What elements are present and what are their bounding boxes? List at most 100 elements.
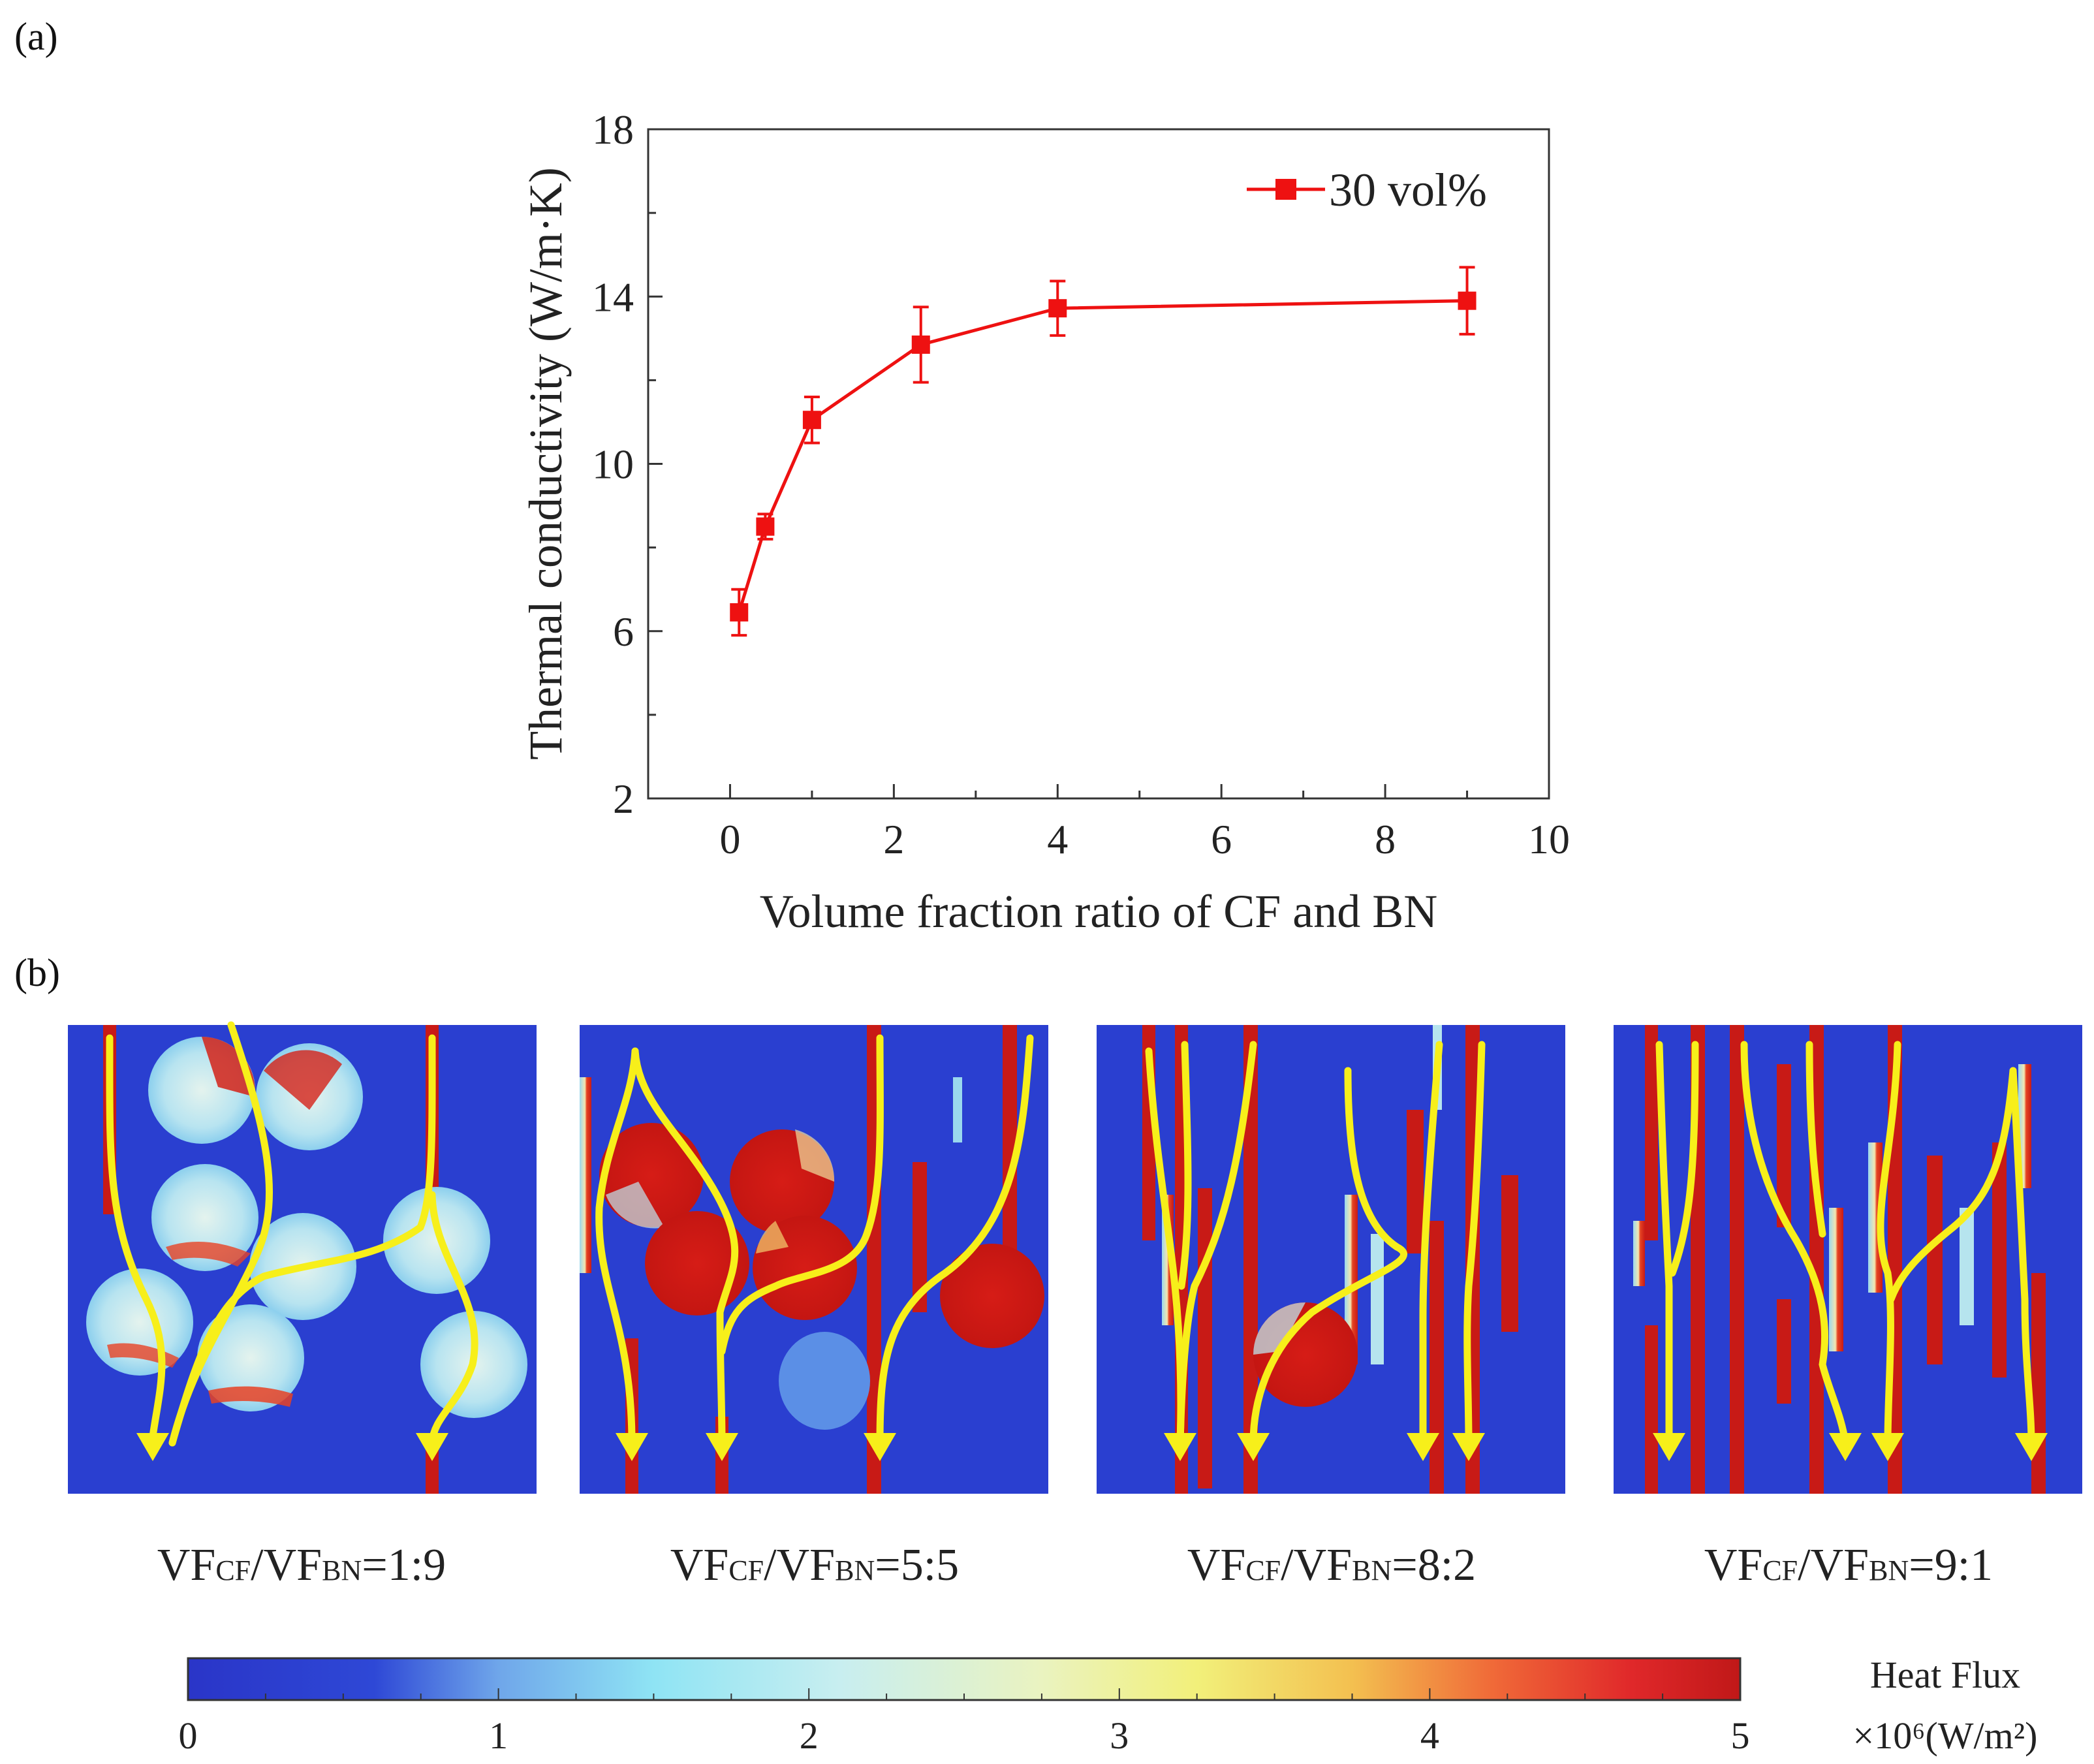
heat-flow-arrow <box>1887 1067 2017 1303</box>
cf-strip <box>1003 1025 1017 1253</box>
warm-region <box>208 1386 293 1407</box>
heat-flux-colorbar: 0 1 2 3 4 5 Heat Flux ×10⁶(W/m²) <box>179 1654 2038 1757</box>
caption-1-9: VFCF/VFBN=1:9 <box>157 1540 446 1590</box>
colorbar-tick-label: 5 <box>1731 1714 1750 1757</box>
x-tick-label: 4 <box>1047 816 1068 862</box>
heat-flow-arrow <box>1178 1041 1192 1290</box>
arrowhead <box>1829 1433 1862 1461</box>
arrowhead <box>1653 1433 1685 1461</box>
cf-strip <box>913 1162 927 1312</box>
x-tick-label: 10 <box>1528 816 1570 862</box>
heat-flow-arrow <box>1740 1041 1849 1447</box>
cool-region <box>606 1182 664 1229</box>
bn-strip <box>953 1077 962 1142</box>
heat-flow-arrow <box>1668 1041 1699 1277</box>
arrowhead <box>706 1433 738 1461</box>
data-point <box>756 517 775 536</box>
colorbar-tick-label: 0 <box>179 1714 198 1757</box>
arrowhead <box>616 1433 648 1461</box>
x-tick-label: 8 <box>1375 816 1396 862</box>
heat-flow-arrow <box>876 1034 1034 1447</box>
cf-strip <box>1501 1175 1518 1332</box>
arrowhead <box>864 1433 896 1461</box>
caption-5-5: VFCF/VFBN=5:5 <box>670 1540 959 1590</box>
arrowhead <box>1237 1433 1270 1461</box>
heat-flow-arrow <box>1419 1041 1443 1447</box>
heat-flow-arrow <box>106 1034 166 1440</box>
colorbar-tick-label: 1 <box>489 1714 508 1757</box>
cf-strip <box>1407 1110 1424 1253</box>
heat-flow-arrow <box>595 1047 639 1447</box>
x-tick-label: 0 <box>719 816 740 862</box>
x-axis-title: Volume fraction ratio of CF and BN <box>760 885 1438 937</box>
cf-strip <box>1430 1221 1444 1494</box>
bn-particle <box>383 1187 490 1294</box>
legend: 30 vol% <box>1247 164 1487 216</box>
panel-b-label: (b) <box>14 951 60 994</box>
thermal-conductivity-chart: 0 2 4 6 8 10 2 6 10 14 18 Volume fraction ratio o… <box>520 106 1570 937</box>
data-point <box>802 411 821 430</box>
arrowhead <box>1871 1433 1904 1461</box>
y-tick-label: 14 <box>592 274 634 320</box>
simulation-5-5 <box>580 1025 1048 1494</box>
heat-flow-arrow <box>168 1034 436 1447</box>
bn-particle-cool <box>779 1332 870 1430</box>
cool-region <box>795 1129 835 1182</box>
arrowhead <box>416 1433 448 1461</box>
arrowhead <box>1407 1433 1439 1461</box>
bn-strip <box>1633 1221 1645 1286</box>
caption-9-1: VFCF/VFBN=9:1 <box>1704 1540 1993 1590</box>
bn-strip <box>580 1077 591 1273</box>
heat-flow-arrow <box>1877 1041 1901 1447</box>
series-30vol <box>730 266 1477 637</box>
legend-label: 30 vol% <box>1329 164 1487 216</box>
y-axis-ticks: 2 6 10 14 18 <box>592 106 663 822</box>
bn-strip <box>1829 1208 1843 1351</box>
simulation-1-9 <box>68 1021 537 1494</box>
heat-flow-arrow <box>631 1047 739 1447</box>
heat-flow-arrow <box>428 1191 478 1447</box>
heat-flow-arrow <box>1249 1067 1407 1447</box>
arrowhead <box>1452 1433 1485 1461</box>
caption-8-2: VFCF/VFBN=8:2 <box>1187 1540 1476 1590</box>
data-point <box>730 603 749 622</box>
cf-strip <box>1730 1025 1744 1494</box>
cf-strip <box>1927 1156 1943 1364</box>
bn-strip <box>1371 1234 1384 1364</box>
cf-strip <box>426 1449 439 1494</box>
warm-region <box>166 1242 251 1267</box>
hot-region <box>264 1050 342 1110</box>
y-tick-label: 6 <box>613 608 634 655</box>
data-point <box>1458 291 1477 310</box>
colorbar-ticks: 0 1 2 3 4 5 <box>179 1688 1750 1757</box>
heat-flow-arrow <box>1463 1041 1486 1447</box>
cf-strip <box>1645 1325 1658 1494</box>
simulation-8-2 <box>1097 1025 1565 1494</box>
bn-strip <box>1868 1142 1883 1293</box>
colorbar-title: Heat Flux <box>1870 1654 2020 1696</box>
cf-strip <box>1243 1025 1258 1494</box>
cf-strip <box>1198 1188 1212 1488</box>
bn-particle <box>197 1304 304 1411</box>
data-point <box>911 335 930 354</box>
colorbar-tick-label: 4 <box>1420 1714 1439 1757</box>
y-tick-label: 10 <box>592 441 634 488</box>
heat-flow-arrow <box>1176 1041 1257 1447</box>
heat-flux-simulations: VFCF/VFBN=1:9 VFCF/VFBN=5:5 VFCF/VFBN=8:… <box>68 1021 2082 1590</box>
heat-flow-arrow <box>2009 1067 2035 1447</box>
arrowhead <box>1164 1433 1196 1461</box>
y-axis-title: Thermal conductivity (W/m·K) <box>520 167 572 760</box>
cf-strip <box>2031 1273 2046 1494</box>
cf-strip <box>1777 1299 1791 1404</box>
legend-marker <box>1275 179 1296 200</box>
colorbar-tick-label: 2 <box>800 1714 819 1757</box>
arrowhead <box>2015 1433 2048 1461</box>
hot-region <box>202 1037 255 1097</box>
bn-strip <box>1960 1208 1974 1325</box>
data-point <box>1048 299 1067 318</box>
cf-strip <box>1992 1142 2007 1378</box>
x-tick-label: 2 <box>883 816 904 862</box>
colorbar-unit: ×10⁶(W/m²) <box>1853 1714 2038 1757</box>
colorbar-gradient <box>187 1657 1742 1701</box>
